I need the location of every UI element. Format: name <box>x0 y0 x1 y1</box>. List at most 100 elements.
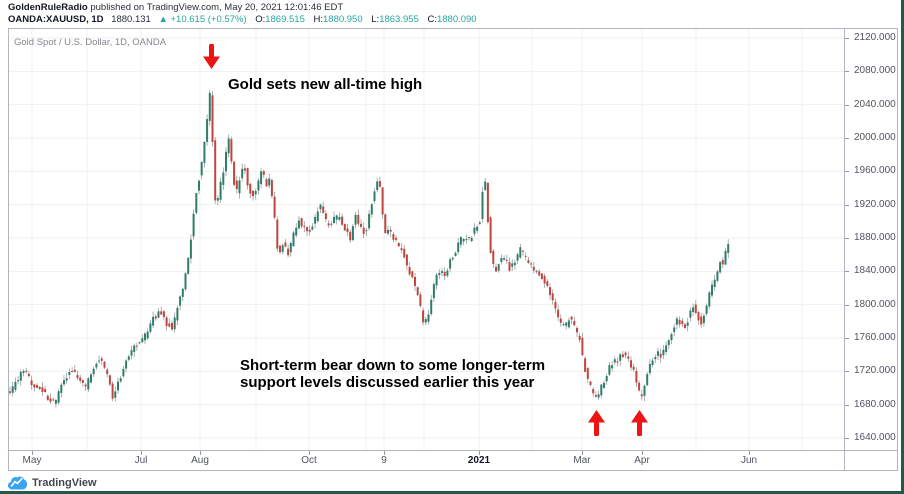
candle <box>281 245 284 252</box>
candle <box>389 229 392 232</box>
candle <box>554 301 557 309</box>
candle <box>546 281 549 286</box>
candle <box>411 271 414 278</box>
time-axis-tick <box>642 451 643 455</box>
candle <box>141 338 144 343</box>
candle <box>500 257 503 263</box>
candle <box>459 236 462 245</box>
candle <box>721 260 724 265</box>
candle <box>133 345 136 352</box>
candle <box>284 242 287 247</box>
candle <box>181 288 184 297</box>
time-axis-tick <box>309 451 310 455</box>
candle <box>216 198 219 201</box>
candle <box>187 257 190 274</box>
tradingview-logo-icon[interactable] <box>8 475 27 490</box>
close-label: C: <box>427 14 437 25</box>
candle <box>60 384 63 393</box>
candle <box>692 307 695 313</box>
candle <box>33 384 36 388</box>
time-axis[interactable]: May Jul Aug Oct 9 2021 Mar Apr Jun <box>9 450 844 470</box>
candlestick-canvas[interactable] <box>9 29 844 450</box>
candle <box>667 340 670 346</box>
candle <box>11 386 14 393</box>
candle <box>581 337 584 356</box>
candle <box>306 227 308 232</box>
candle <box>289 242 292 253</box>
candle <box>605 375 608 382</box>
candle <box>451 257 454 260</box>
candle <box>403 248 406 258</box>
candle <box>557 309 560 318</box>
candle <box>489 217 492 253</box>
candle <box>635 370 638 383</box>
candle <box>700 316 703 325</box>
candle <box>146 331 149 339</box>
candle <box>76 375 79 379</box>
candle <box>373 191 376 202</box>
candle <box>14 381 17 390</box>
candle <box>492 250 495 264</box>
down-arrow-icon <box>201 44 223 70</box>
candle <box>154 316 157 319</box>
candle <box>106 369 109 375</box>
candle <box>408 267 411 275</box>
open-label: O: <box>255 14 266 25</box>
price-axis-label: 1800.000 <box>845 299 896 310</box>
candle <box>608 365 611 375</box>
candle <box>705 305 708 314</box>
candle <box>38 386 41 389</box>
candle <box>643 385 646 396</box>
candle <box>551 293 554 301</box>
candle <box>195 193 198 213</box>
candle <box>624 352 627 356</box>
candle <box>160 311 163 315</box>
candle <box>257 180 260 191</box>
candle <box>219 181 222 200</box>
candle <box>341 216 344 225</box>
candle <box>532 266 535 271</box>
price-axis-label: 2080.000 <box>845 65 896 76</box>
candle <box>57 391 60 403</box>
candle <box>17 380 20 382</box>
candle <box>519 247 522 258</box>
chart-plot-area[interactable]: Gold Spot / U.S. Dollar, 1D, OANDA Gold … <box>9 29 844 450</box>
candle <box>65 378 68 381</box>
candle <box>52 399 55 401</box>
candle <box>176 307 179 321</box>
candle <box>117 381 119 391</box>
time-axis-label: Oct <box>301 455 317 466</box>
candle <box>586 368 589 379</box>
candle <box>319 204 322 210</box>
candle <box>346 228 349 233</box>
candle <box>675 318 678 325</box>
time-axis-label: 2021 <box>467 455 491 466</box>
candle <box>576 328 578 333</box>
tradingview-brand[interactable]: TradingView <box>32 476 97 489</box>
candle <box>330 223 333 225</box>
candle <box>702 315 705 324</box>
time-axis-tick <box>200 451 201 455</box>
candle <box>400 248 403 251</box>
candle <box>646 374 649 386</box>
candle <box>673 327 676 333</box>
candle <box>233 161 236 185</box>
candle <box>689 310 692 318</box>
candle <box>405 254 408 266</box>
candle <box>478 222 481 224</box>
candle <box>327 223 330 226</box>
candle <box>497 264 500 271</box>
candle <box>724 250 727 265</box>
price-axis[interactable]: 2120.000 2080.000 2040.000 2000.000 1960.000… <box>844 29 897 450</box>
symbol-name[interactable]: OANDA:XAUUSD, 1D <box>8 14 104 25</box>
candle <box>287 248 290 256</box>
candle <box>384 214 387 234</box>
candle <box>549 287 551 296</box>
candle <box>303 226 306 228</box>
price-axis-label: 1960.000 <box>845 165 896 176</box>
author-link[interactable]: GoldenRuleRadio <box>8 2 88 13</box>
candle <box>381 187 384 215</box>
candle <box>470 237 473 242</box>
candle <box>81 380 84 383</box>
low-value: 1863.955 <box>379 14 419 25</box>
